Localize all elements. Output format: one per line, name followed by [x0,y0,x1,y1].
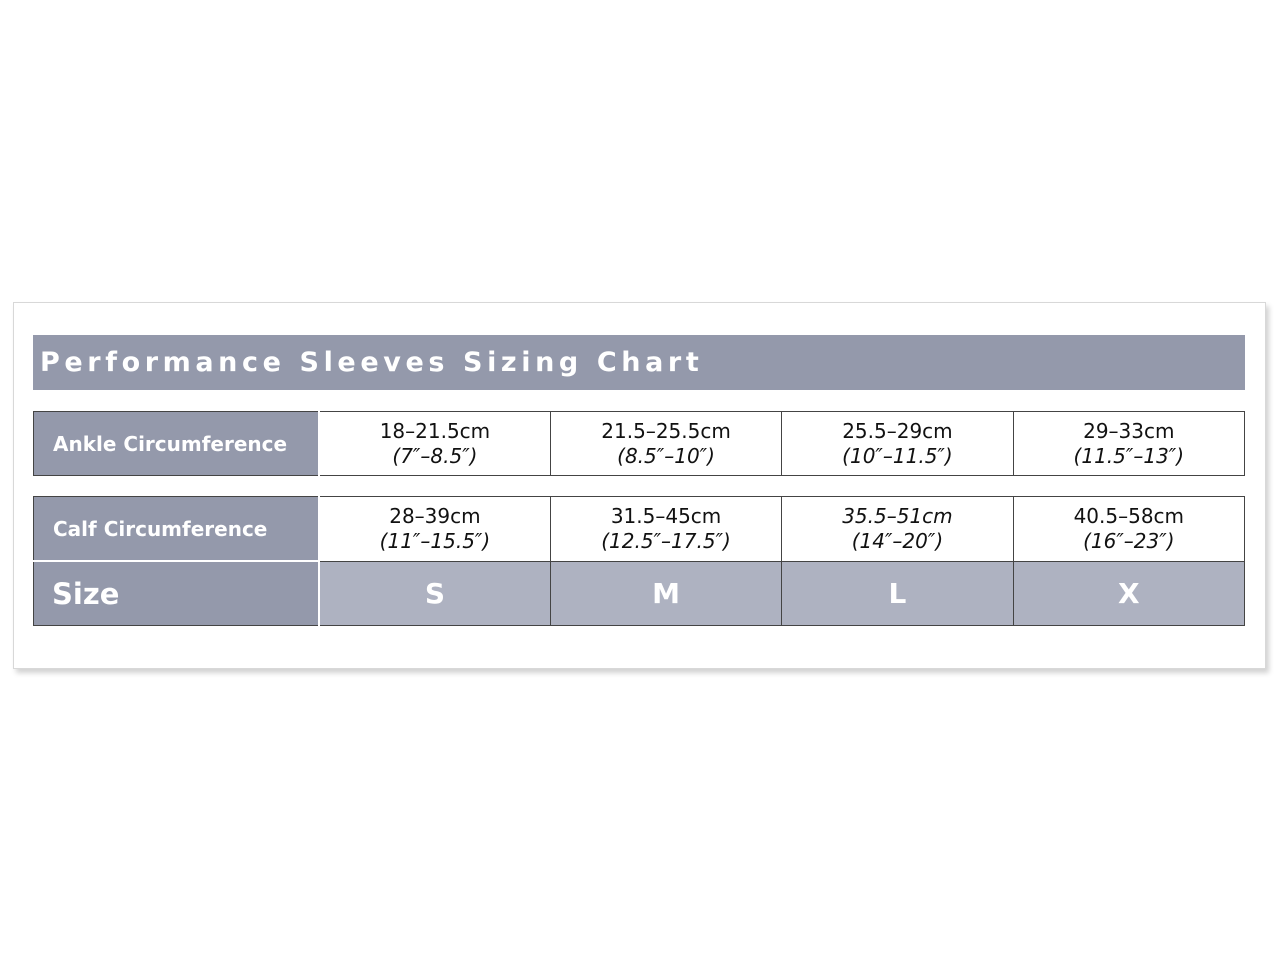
size-s: S [318,560,551,626]
chart-title: Performance Sleeves Sizing Chart [33,335,1245,390]
ankle-table: Ankle Circumference 18–21.5cm (7″–8.5″) 2… [33,411,1246,476]
size-label: Size [33,560,320,626]
cm-value: 21.5–25.5cm [601,418,731,443]
inch-value: (10″–11.5″) [842,443,953,468]
ankle-cell-l: 25.5–29cm (10″–11.5″) [781,411,1014,476]
cm-value: 31.5–45cm [610,503,722,528]
cm-value: 35.5–51cm [842,503,953,528]
inch-value: (11.5″–13″) [1073,443,1185,468]
cm-value: 29–33cm [1083,418,1175,443]
inch-value: (7″–8.5″) [392,443,478,468]
inch-value: (16″–23″) [1083,528,1175,553]
calf-cell-l: 35.5–51cm (14″–20″) [781,496,1014,562]
cm-value: 18–21.5cm [379,418,491,443]
calf-label: Calf Circumference [33,496,320,562]
inch-value: (12.5″–17.5″) [601,528,731,553]
calf-cell-x: 40.5–58cm (16″–23″) [1012,496,1246,562]
calf-cell-m: 31.5–45cm (12.5″–17.5″) [549,496,783,562]
cm-value: 40.5–58cm [1073,503,1185,528]
size-m: M [549,560,783,626]
calf-size-table: Calf Circumference 28–39cm (11″–15.5″) 31… [33,496,1246,626]
cm-value: 28–39cm [389,503,481,528]
ankle-cell-x: 29–33cm (11.5″–13″) [1012,411,1246,476]
ankle-cell-s: 18–21.5cm (7″–8.5″) [318,411,551,476]
cm-value: 25.5–29cm [842,418,953,443]
size-l: L [781,560,1014,626]
calf-cell-s: 28–39cm (11″–15.5″) [318,496,551,562]
size-row: Size S M L X [33,560,1246,626]
inch-value: (8.5″–10″) [617,443,715,468]
size-x: X [1012,560,1246,626]
ankle-row: Ankle Circumference 18–21.5cm (7″–8.5″) 2… [33,411,1246,476]
inch-value: (11″–15.5″) [379,528,491,553]
ankle-cell-m: 21.5–25.5cm (8.5″–10″) [549,411,783,476]
ankle-label: Ankle Circumference [33,411,320,476]
calf-row: Calf Circumference 28–39cm (11″–15.5″) 31… [33,496,1246,562]
inch-value: (14″–20″) [851,528,944,553]
